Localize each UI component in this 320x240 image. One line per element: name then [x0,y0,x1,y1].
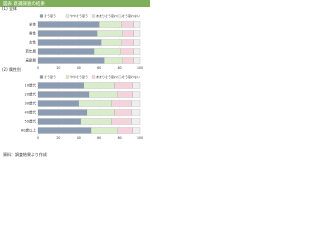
bar-segment [83,82,115,89]
bar-segment [104,57,123,64]
x-tick-label: 0 [37,66,39,70]
bar-segment [117,127,133,134]
bar-segment [133,21,141,28]
bar-segment [121,39,134,46]
bar-segment [37,91,90,98]
bar-segment [117,91,133,98]
y-tick-label: 60歳以上 [21,128,36,133]
bar-segment [133,39,141,46]
bar-segment [131,118,141,125]
y-tick-label: 全体 [29,22,36,27]
bar-segment [114,109,132,116]
bar-segment [111,118,132,125]
legend-swatch [39,75,44,79]
bar-segment [80,118,112,125]
bar-segment [131,109,141,116]
x-tick-label: 20 [56,66,60,70]
panel-title: (1) 全体 [2,5,17,11]
legend-swatch [117,14,122,18]
bar-segment [121,21,134,28]
legend-label: そう思わない [122,13,140,18]
bar-segment [37,39,102,46]
bar-segment [132,127,141,134]
x-tick-label: 80 [118,136,122,140]
legend-label: ややそう思う [70,74,88,79]
legend-swatch [65,75,70,79]
bar-segment [122,57,134,64]
y-tick-label: 30歳代 [25,101,37,106]
bar-segment [114,82,133,89]
bar-segment [132,82,141,89]
bar-segment [37,30,98,37]
x-tick-label: 100 [137,136,143,140]
x-tick-label: 40 [77,136,81,140]
y-tick-label: 20歳代 [25,92,37,97]
legend-label: あまりそう思わない [96,13,123,18]
header-band [0,0,150,7]
x-tick-label: 80 [118,66,122,70]
legend-label: そう思う [44,13,56,18]
x-tick-label: 40 [77,66,81,70]
bar-segment [133,30,141,37]
bar-segment [37,21,100,28]
bar-segment [132,91,141,98]
footnote: 資料：調査結果より作成 [3,151,47,157]
x-tick-label: 20 [56,136,60,140]
y-tick-label: 女性 [29,40,36,45]
bar-segment [101,39,122,46]
legend-swatch [65,14,70,18]
chart: 図表 意識調査の結果 資料：調査結果より作成 (1) 全体そう思う ややそう思うあ… [0,0,150,157]
legend-swatch [117,75,122,79]
y-tick-label: 40歳代 [25,110,37,115]
bar-segment [37,118,81,125]
bar-segment [37,100,79,107]
bar-segment [93,48,121,55]
y-tick-label: 若年層 [26,49,37,54]
bar-segment [97,30,123,37]
bar-segment [88,91,118,98]
bar-segment [122,30,134,37]
header-title: 図表 意識調査の結果 [3,0,45,7]
bar-segment [37,109,88,116]
x-tick-label: 60 [97,66,101,70]
legend-swatch [91,14,96,18]
bar-segment [120,48,134,55]
legend-label: そう思う [44,74,56,79]
x-tick-label: 0 [37,136,39,140]
y-tick-label: 男性 [29,31,36,36]
bar-segment [131,100,141,107]
bar-segment [90,127,118,134]
bar-segment [78,100,112,107]
bar-segment [111,100,132,107]
y-tick-label: 高齢層 [26,58,37,63]
x-tick-label: 60 [97,136,101,140]
bar-segment [37,82,85,89]
bar-segment [37,57,105,64]
bar-segment [37,127,92,134]
x-tick-label: 100 [137,66,143,70]
y-tick-label: 50歳代 [25,119,37,124]
legend-swatch [91,75,96,79]
legend-label: あまりそう思わない [96,74,123,79]
bar-segment [133,57,141,64]
bar-segment [37,48,95,55]
bar-segment [86,109,115,116]
legend-swatch [39,14,44,18]
y-tick-label: 10歳代 [25,83,37,88]
bar-segment [99,21,122,28]
legend-label: そう思わない [122,74,140,79]
bar-segment [133,48,141,55]
panel-title: (2) 属性別 [2,66,21,72]
legend-label: ややそう思う [70,13,88,18]
